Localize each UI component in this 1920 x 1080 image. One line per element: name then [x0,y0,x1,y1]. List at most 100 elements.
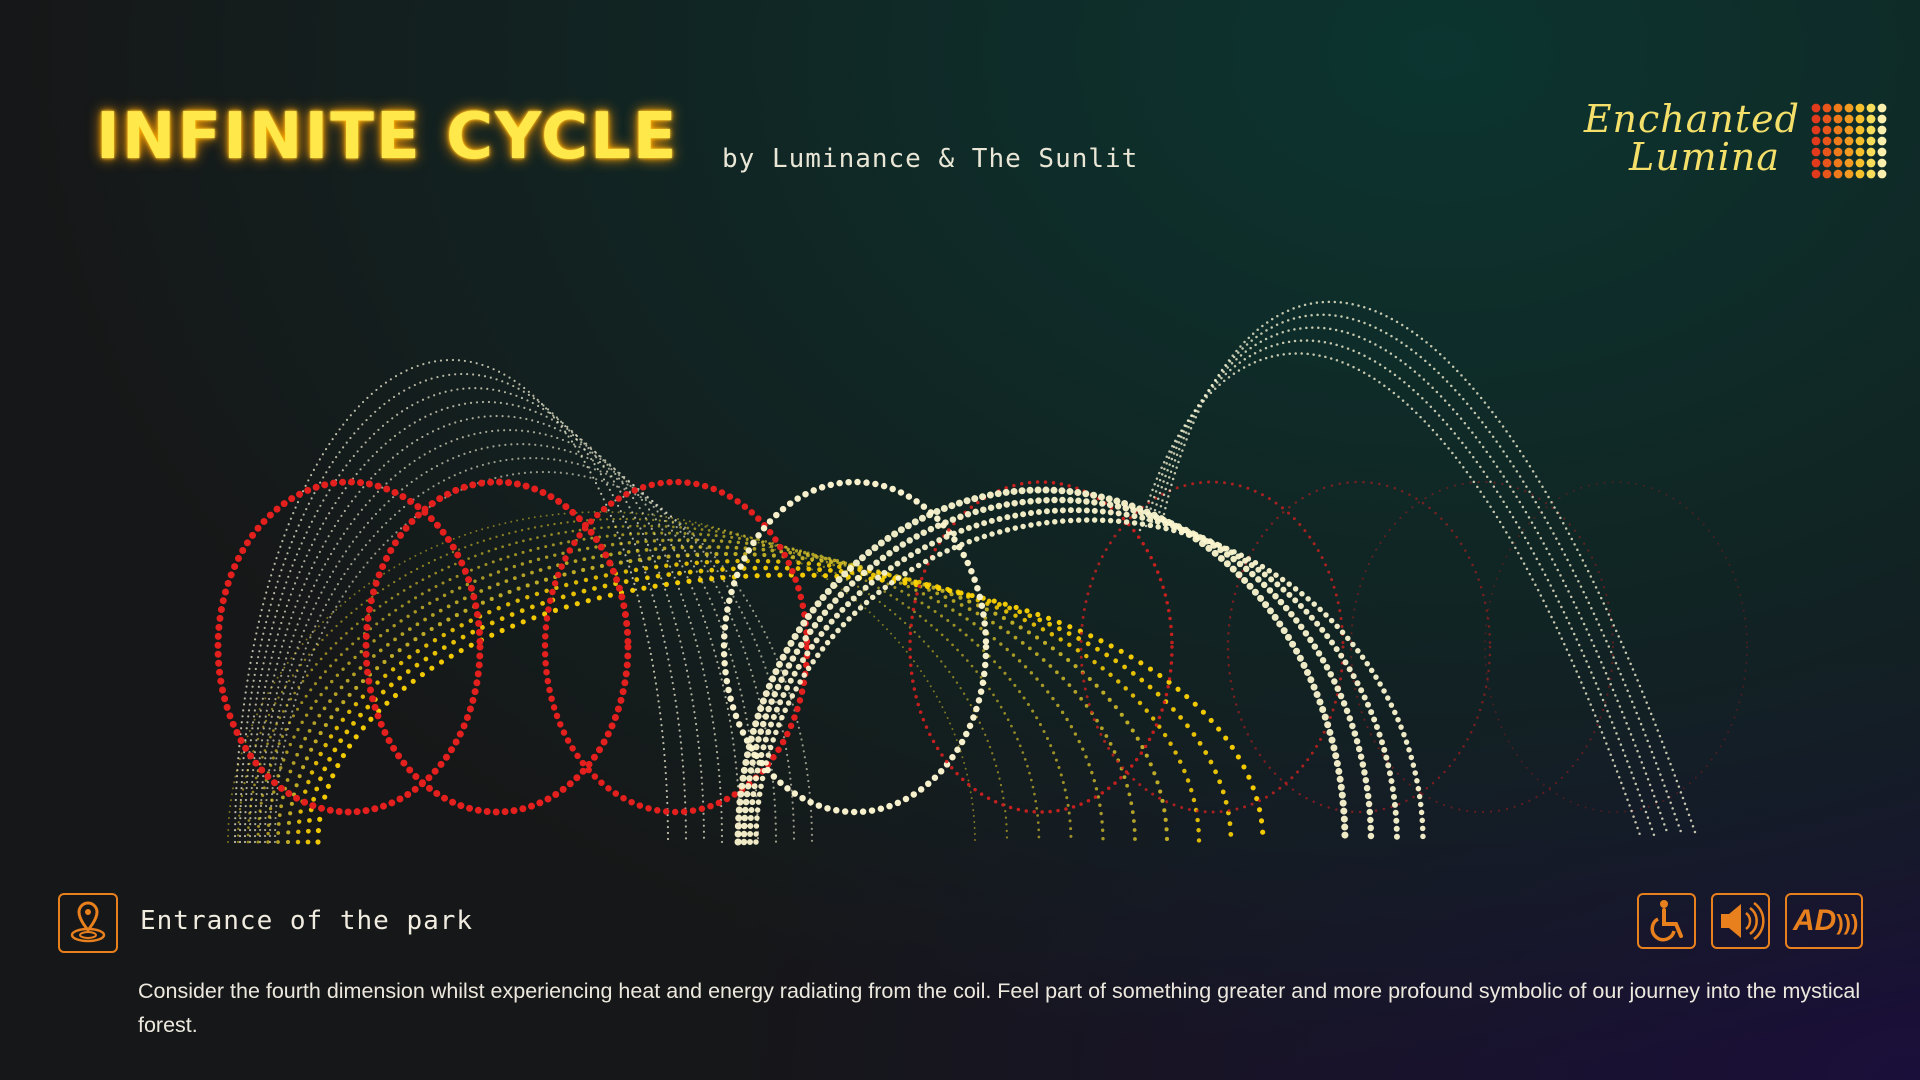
yellow-arc [295,558,1202,845]
ad-label: AD [1793,904,1837,937]
logo-dot [1811,136,1821,146]
logo-dot [1877,114,1887,124]
yellow-arc [276,545,1137,844]
logo-dot [1811,158,1821,168]
logo-dot [1855,103,1865,113]
logo-dot [1877,147,1887,157]
logo-dot [1844,103,1854,113]
logo-dot [1844,169,1854,179]
cream-arc [747,507,1400,845]
light-ring [214,478,484,816]
logo-dot [1833,103,1843,113]
white-arc [238,372,688,844]
logo-dot [1811,125,1821,135]
yellow-arc [256,531,1073,844]
white-arc [268,456,796,844]
cream-arc [740,496,1375,846]
white-arc [1144,339,1656,837]
logo-dot [1833,125,1843,135]
white-arc [1162,300,1698,837]
logo-dot [1855,158,1865,168]
white-arc [243,386,706,844]
logo-dot [1866,103,1876,113]
light-ring [541,478,811,816]
logo-dot [1833,136,1843,146]
logo-dot [1811,169,1821,179]
audio-icon[interactable] [1711,893,1770,949]
description: Consider the fourth dimension whilst exp… [138,979,1861,1037]
logo-dot [1833,147,1843,157]
logo-dot [1866,125,1876,135]
wheelchair-icon[interactable] [1637,893,1696,949]
title: INFINITE CYCLE [96,100,679,174]
audio-glyph [1721,901,1765,941]
logo-dot [1811,114,1821,124]
logo-dots [1811,103,1887,179]
audio-description-icon[interactable]: AD))) [1785,893,1863,949]
logo-dot [1844,158,1854,168]
logo-text: Enchanted Lumina [1540,100,1800,176]
logo-dot [1822,114,1832,124]
light-ring [1079,480,1345,814]
location-glyph [70,901,106,943]
logo-dot [1822,125,1832,135]
logo-dot [1866,169,1876,179]
logo-dot [1877,158,1887,168]
yellow-arc [246,524,1041,844]
logo-dot [1844,136,1854,146]
logo-dot [1844,125,1854,135]
yellow-arc [285,551,1170,845]
logo-dot [1844,114,1854,124]
white-arc [258,428,760,844]
light-ring [908,480,1174,814]
logo-dot [1822,136,1832,146]
yellow-arc [266,538,1105,844]
light-ring [1484,481,1748,813]
subtitle: by Luminance & The Sunlit [722,144,1139,174]
logo-dot [1855,125,1865,135]
logo-dot [1811,103,1821,113]
yellow-arc [315,572,1266,845]
white-arc [273,470,814,844]
cream-arc [753,517,1426,845]
logo-dot [1855,147,1865,157]
logo-dot [1844,147,1854,157]
white-arc [233,358,670,844]
logo-dot [1855,169,1865,179]
logo-dot [1877,125,1887,135]
logo-dot [1822,158,1832,168]
logo-dot [1811,147,1821,157]
light-ring [362,478,632,816]
ad-waves: ))) [1836,910,1859,935]
cream-arc [734,486,1349,846]
yellow-arc [305,565,1234,845]
location: Entrance of the park [140,906,474,936]
logo-dot [1822,169,1832,179]
light-ring [720,478,990,816]
yellow-arc [236,517,1009,844]
logo-line: Enchanted [1583,97,1800,141]
white-arc [263,442,778,844]
yellow-arc [227,511,976,843]
logo-dot [1866,158,1876,168]
logo-dot [1877,103,1887,113]
location-icon [58,893,118,953]
logo-dot [1877,136,1887,146]
logo-dot [1822,103,1832,113]
logo-dot [1866,147,1876,157]
light-ring [1349,480,1615,814]
logo-dot [1855,114,1865,124]
white-arc [253,414,742,844]
light-ring [1226,480,1492,814]
logo-line: Lumina [1628,135,1780,179]
logo-dot [1833,169,1843,179]
logo-dot [1866,136,1876,146]
logo-dot [1866,114,1876,124]
logo-dot [1833,114,1843,124]
white-arc [1150,326,1670,837]
white-arc [1138,352,1642,837]
logo-dot [1822,147,1832,157]
logo-dot [1877,169,1887,179]
logo-dot [1833,158,1843,168]
